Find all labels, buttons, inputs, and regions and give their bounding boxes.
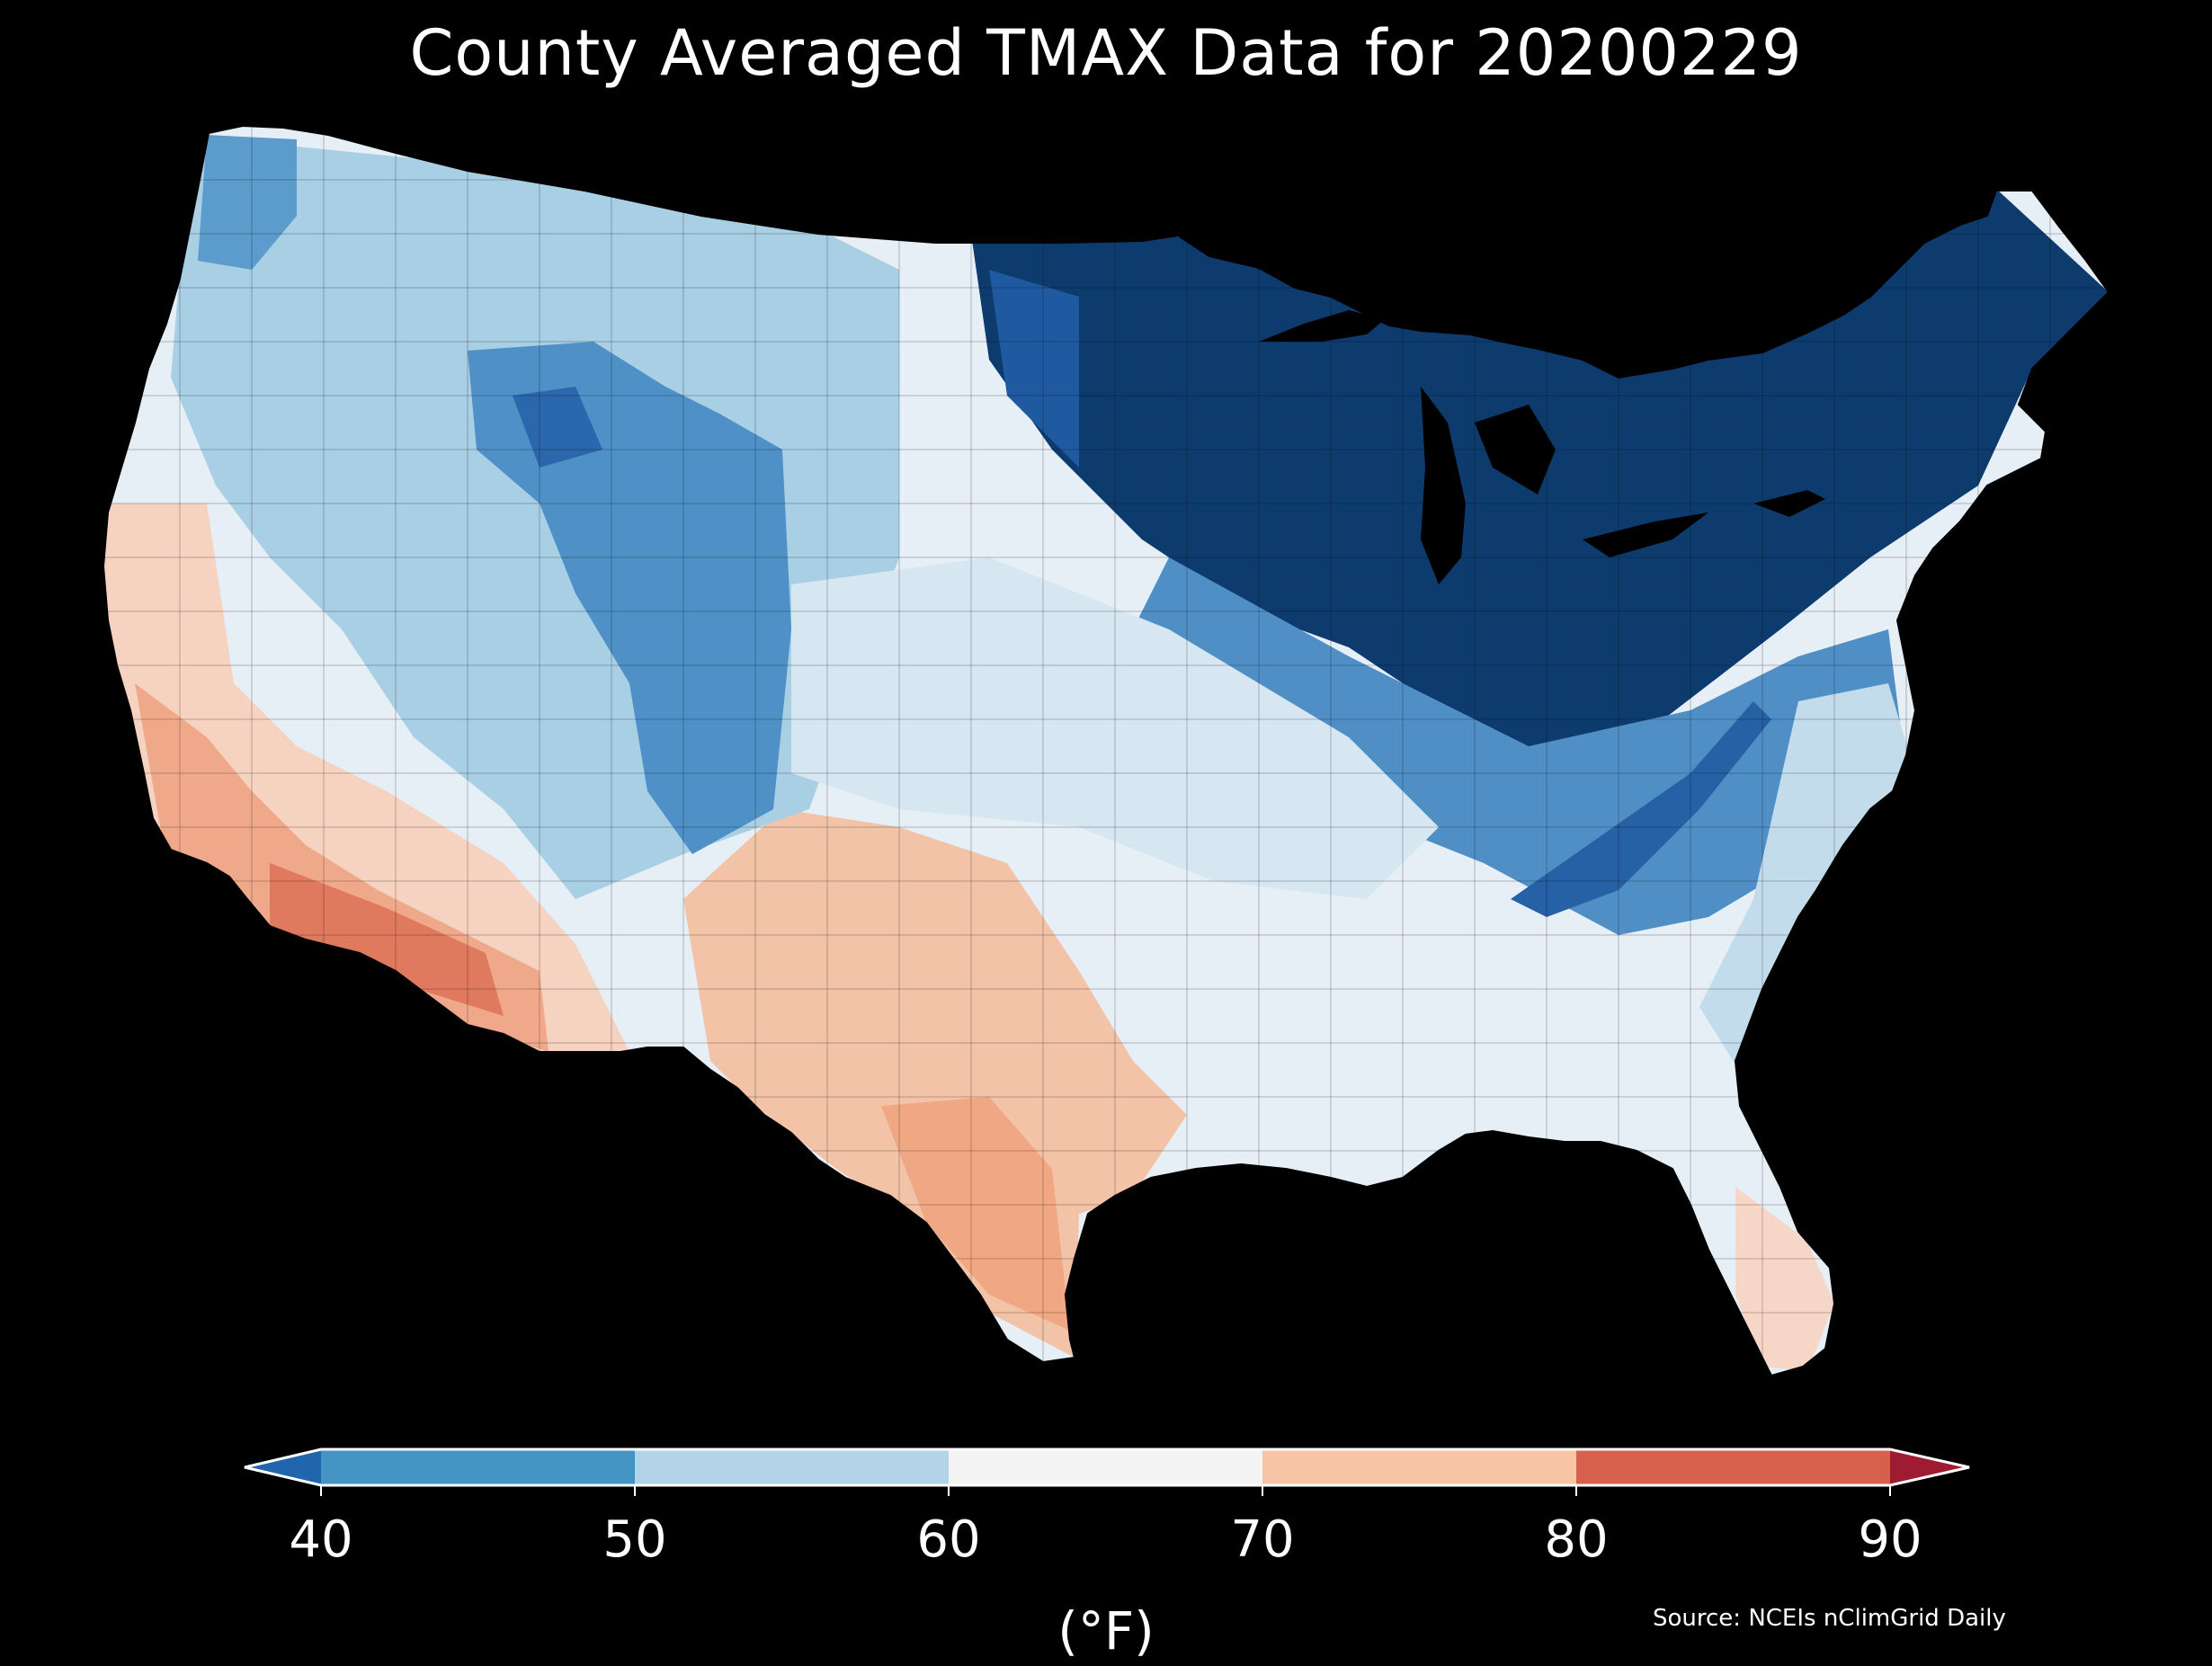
colorbar-tick-label: 70 [1230,1510,1295,1569]
us-outline [102,124,2110,1377]
colorbar-tick-label: 50 [602,1510,667,1569]
colorbar-bin-2 [635,1449,949,1485]
colorbar-bin-6 [1890,1449,1969,1485]
colorbar-tick-label: 90 [1858,1510,1922,1569]
map-title: County Averaged TMAX Data for 20200229 [409,16,1803,90]
colorbar-tick-label: 40 [289,1510,353,1569]
colorbar-bin-5 [1576,1449,1890,1485]
colorbar-bin-0 [245,1449,321,1485]
colorbar-tick-label: 80 [1544,1510,1609,1569]
great-lakes [1259,310,1825,584]
source-credit: Source: NCEIs nClimGrid Daily [1653,1605,2006,1632]
colorbar-tick-label: 60 [916,1510,981,1569]
colorbar-bin-4 [1262,1449,1576,1485]
county-borders [103,126,2109,1376]
colorbar-units-label: (°F) [1057,1600,1155,1662]
colorbar-outline [244,1448,1970,1487]
colorbar-bin-3 [949,1449,1262,1485]
colorbar-bin-1 [321,1449,635,1485]
